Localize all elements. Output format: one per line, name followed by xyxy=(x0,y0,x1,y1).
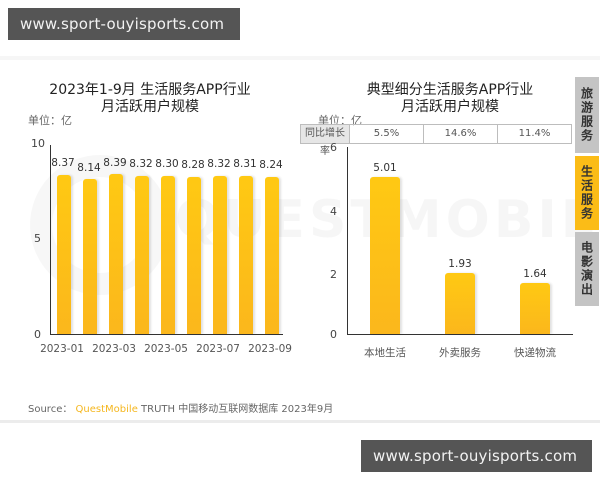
url-watermark-top: www.sport-ouyisports.com xyxy=(8,8,240,40)
growth-rate-cell: 5.5% xyxy=(349,124,424,144)
right-title-line1: 典型细分生活服务APP行业 xyxy=(366,82,534,98)
right-y-axis xyxy=(347,147,348,335)
side-tab-label: 旅游服务 xyxy=(579,87,594,143)
source-brand: QuestMobile xyxy=(75,404,138,415)
source-line: Source： QuestMobile TRUTH 中国移动互联网数据库 202… xyxy=(28,400,333,415)
left-xtick: 2023-09 xyxy=(248,343,292,355)
side-tab-label: 生活服务 xyxy=(579,165,594,221)
right-title-line2: 月活跃用户规模 xyxy=(401,99,499,115)
bar-2023-04 xyxy=(135,176,149,334)
bar-food-delivery xyxy=(445,273,475,334)
bar-value: 8.30 xyxy=(155,158,179,170)
right-chart-title: 典型细分生活服务APP行业 月活跃用户规模 xyxy=(340,82,560,116)
source-prefix: Source： xyxy=(28,404,73,415)
bar-2023-08 xyxy=(239,176,253,334)
left-ytick-5: 5 xyxy=(34,232,41,245)
left-y-axis xyxy=(50,145,51,335)
bar-2023-07 xyxy=(213,176,227,334)
left-x-axis xyxy=(50,334,283,335)
bar-local-life xyxy=(370,177,400,334)
bar-value: 8.39 xyxy=(103,157,127,169)
bar-2023-09 xyxy=(265,177,279,334)
url-watermark-bottom: www.sport-ouyisports.com xyxy=(361,440,592,472)
bar-2023-06 xyxy=(187,177,201,334)
growth-rate-cell: 11.4% xyxy=(497,124,572,144)
growth-rate-cell: 14.6% xyxy=(423,124,498,144)
bar-value: 8.32 xyxy=(129,158,153,170)
right-ytick-2: 2 xyxy=(330,268,337,281)
bar-value: 8.32 xyxy=(207,158,231,170)
bar-2023-01 xyxy=(57,175,71,334)
side-tab-life-service[interactable]: 生活服务 xyxy=(575,156,599,230)
bar-value: 1.93 xyxy=(448,258,472,270)
right-xtick: 外卖服务 xyxy=(439,347,481,359)
right-ytick-4: 4 xyxy=(330,205,337,218)
bar-value: 1.64 xyxy=(523,268,547,280)
bar-value: 5.01 xyxy=(373,162,397,174)
right-ytick-0: 0 xyxy=(330,328,337,341)
bar-express-logistics xyxy=(520,283,550,334)
bar-2023-05 xyxy=(161,176,175,334)
side-tab-label: 电影演出 xyxy=(579,241,594,297)
top-divider xyxy=(0,56,600,60)
left-xtick: 2023-07 xyxy=(196,343,240,355)
left-title-line1: 2023年1-9月 生活服务APP行业 xyxy=(49,82,251,98)
bar-value: 8.31 xyxy=(233,158,257,170)
watermark-logo-icon xyxy=(30,155,170,295)
left-ytick-10: 10 xyxy=(31,137,45,150)
bar-value: 8.28 xyxy=(181,159,205,171)
left-ytick-0: 0 xyxy=(34,328,41,341)
left-title-line2: 月活跃用户规模 xyxy=(101,99,199,115)
left-xtick: 2023-03 xyxy=(92,343,136,355)
bar-2023-03 xyxy=(109,174,123,334)
right-unit-label: 单位：亿 xyxy=(318,114,362,127)
right-xtick: 本地生活 xyxy=(364,347,406,359)
side-tab-travel[interactable]: 旅游服务 xyxy=(575,77,599,153)
right-xtick: 快递物流 xyxy=(514,347,556,359)
left-xtick: 2023-05 xyxy=(144,343,188,355)
bar-value: 8.24 xyxy=(259,159,283,171)
growth-rate-header: 同比增长率 xyxy=(300,124,350,157)
left-chart-title: 2023年1-9月 生活服务APP行业 月活跃用户规模 xyxy=(20,82,280,116)
bar-value: 8.14 xyxy=(77,162,101,174)
source-text: TRUTH 中国移动互联网数据库 2023年9月 xyxy=(141,404,334,415)
bar-value: 8.37 xyxy=(51,157,75,169)
side-tab-movies[interactable]: 电影演出 xyxy=(575,232,599,306)
left-unit-label: 单位：亿 xyxy=(28,114,72,127)
left-xtick: 2023-01 xyxy=(40,343,84,355)
right-x-axis xyxy=(347,334,573,335)
bar-2023-02 xyxy=(83,179,97,334)
right-ytick-6: 6 xyxy=(330,141,337,154)
chart-card xyxy=(0,60,600,423)
